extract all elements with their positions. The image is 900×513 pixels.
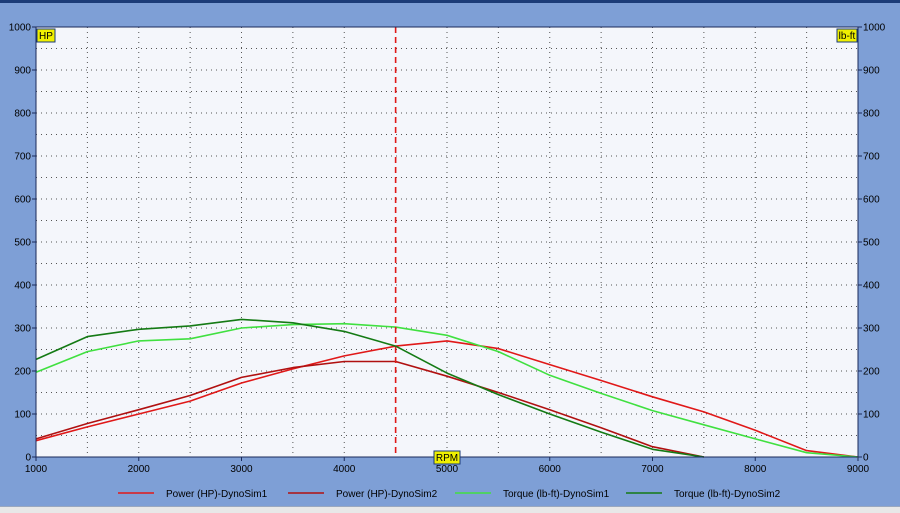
right-tick-label: 600 [863,195,880,206]
series-line-3 [35,322,859,458]
hp-unit-label: HP [39,31,53,42]
rpm-unit-badge: RPM [433,450,461,465]
left-axis: 0 100 200 300 400 500 600 700 800 900 1000 [9,23,36,464]
legend-label: Torque (lb-ft)-DynoSim1 [503,489,610,500]
series-line-2 [35,360,705,458]
series-lines [35,318,859,458]
left-tick-label: 100 [14,410,31,421]
lbft-unit-label: lb-ft [839,31,856,42]
left-tick-label: 300 [14,324,31,335]
right-axis: 0 100 200 300 400 500 600 700 800 900 1000 [858,23,886,464]
right-tick-label: 700 [863,152,880,163]
left-tick-label: 500 [14,238,31,249]
x-tick-label: 4000 [333,464,356,475]
left-tick-label: 400 [14,281,31,292]
rpm-unit-label: RPM [436,453,458,464]
left-tick-label: 600 [14,195,31,206]
series-line-4 [35,318,705,458]
right-tick-label: 500 [863,238,880,249]
left-tick-label: 800 [14,109,31,120]
dyno-chart: 0 100 200 300 400 500 600 700 800 900 1000 0 100 200… [9,23,886,501]
left-tick-label: 900 [14,66,31,77]
x-tick-label: 5000 [436,464,459,475]
legend-label: Power (HP)-DynoSim2 [336,489,438,500]
lbft-unit-badge: lb-ft [836,28,858,43]
right-tick-label: 0 [863,453,869,464]
right-tick-label: 900 [863,66,880,77]
x-tick-label: 6000 [539,464,562,475]
status-strip [0,506,900,513]
left-tick-label: 700 [14,152,31,163]
right-tick-label: 400 [863,281,880,292]
right-tick-label: 200 [863,367,880,378]
right-tick-label: 1000 [863,23,886,34]
left-tick-label: 200 [14,367,31,378]
right-tick-label: 800 [863,109,880,120]
left-tick-label: 0 [25,453,31,464]
x-tick-label: 3000 [230,464,253,475]
right-tick-label: 100 [863,410,880,421]
x-tick-label: 8000 [744,464,767,475]
x-axis: 1000 2000 3000 4000 5000 6000 7000 8000 9000 [25,457,870,475]
left-tick-label: 1000 [9,23,32,34]
hp-unit-badge: HP [36,28,56,43]
right-tick-label: 300 [863,324,880,335]
legend-label: Torque (lb-ft)-DynoSim2 [674,489,781,500]
legend: Power (HP)-DynoSim1 Power (HP)-DynoSim2 To… [118,489,781,500]
x-tick-label: 9000 [847,464,870,475]
series-line-1 [35,340,859,458]
x-tick-label: 2000 [128,464,151,475]
x-tick-label: 1000 [25,464,48,475]
x-tick-label: 7000 [641,464,664,475]
legend-label: Power (HP)-DynoSim1 [166,489,268,500]
